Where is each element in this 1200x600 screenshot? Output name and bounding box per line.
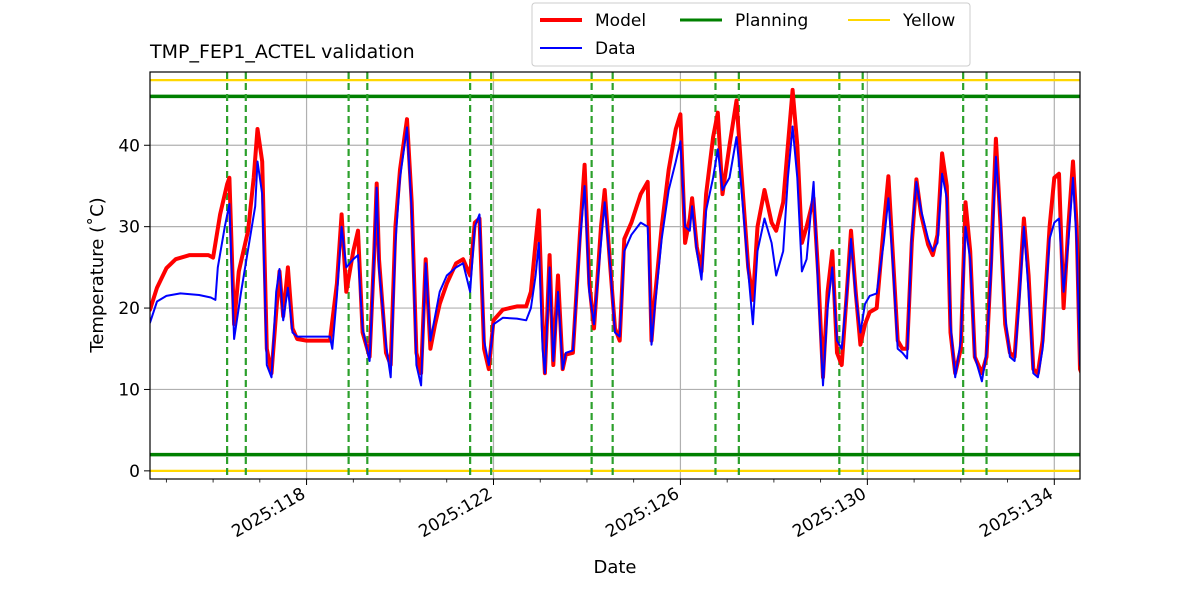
chart-title: TMP_FEP1_ACTEL validation (149, 41, 415, 63)
event-lines (226, 72, 988, 479)
y-tick-label: 20 (118, 299, 140, 319)
x-axis-label: Date (593, 557, 636, 578)
legend-label: Planning (735, 11, 808, 31)
x-tick-label: 2025:118 (229, 484, 310, 542)
x-tick-label: 2025:134 (976, 484, 1057, 542)
x-tick-label: 2025:122 (415, 484, 496, 542)
series-line-data (150, 125, 1080, 387)
x-axis: 2025:118 2025:122 2025:126 2025:130 2025:134 (165, 479, 1057, 542)
y-tick-label: 30 (118, 218, 140, 238)
y-tick-label: 40 (118, 136, 140, 156)
legend-label: Data (595, 39, 636, 59)
legend-label: Model (595, 11, 646, 31)
y-tick-label: 10 (118, 380, 140, 400)
x-tick-label: 2025:126 (602, 484, 683, 542)
y-axis: 0 10 20 30 40 (118, 136, 150, 482)
legend-label: Yellow (902, 11, 955, 31)
series (150, 87, 1080, 387)
y-tick-label: 0 (129, 462, 140, 482)
y-axis-label: Temperature (˚C) (87, 197, 108, 353)
legend: Model Data Planning Yellow (531, 2, 971, 67)
x-tick-label: 2025:130 (789, 484, 870, 542)
plot-frame (149, 71, 1081, 480)
threshold-lines (150, 79, 1080, 472)
legend-box (531, 2, 971, 67)
